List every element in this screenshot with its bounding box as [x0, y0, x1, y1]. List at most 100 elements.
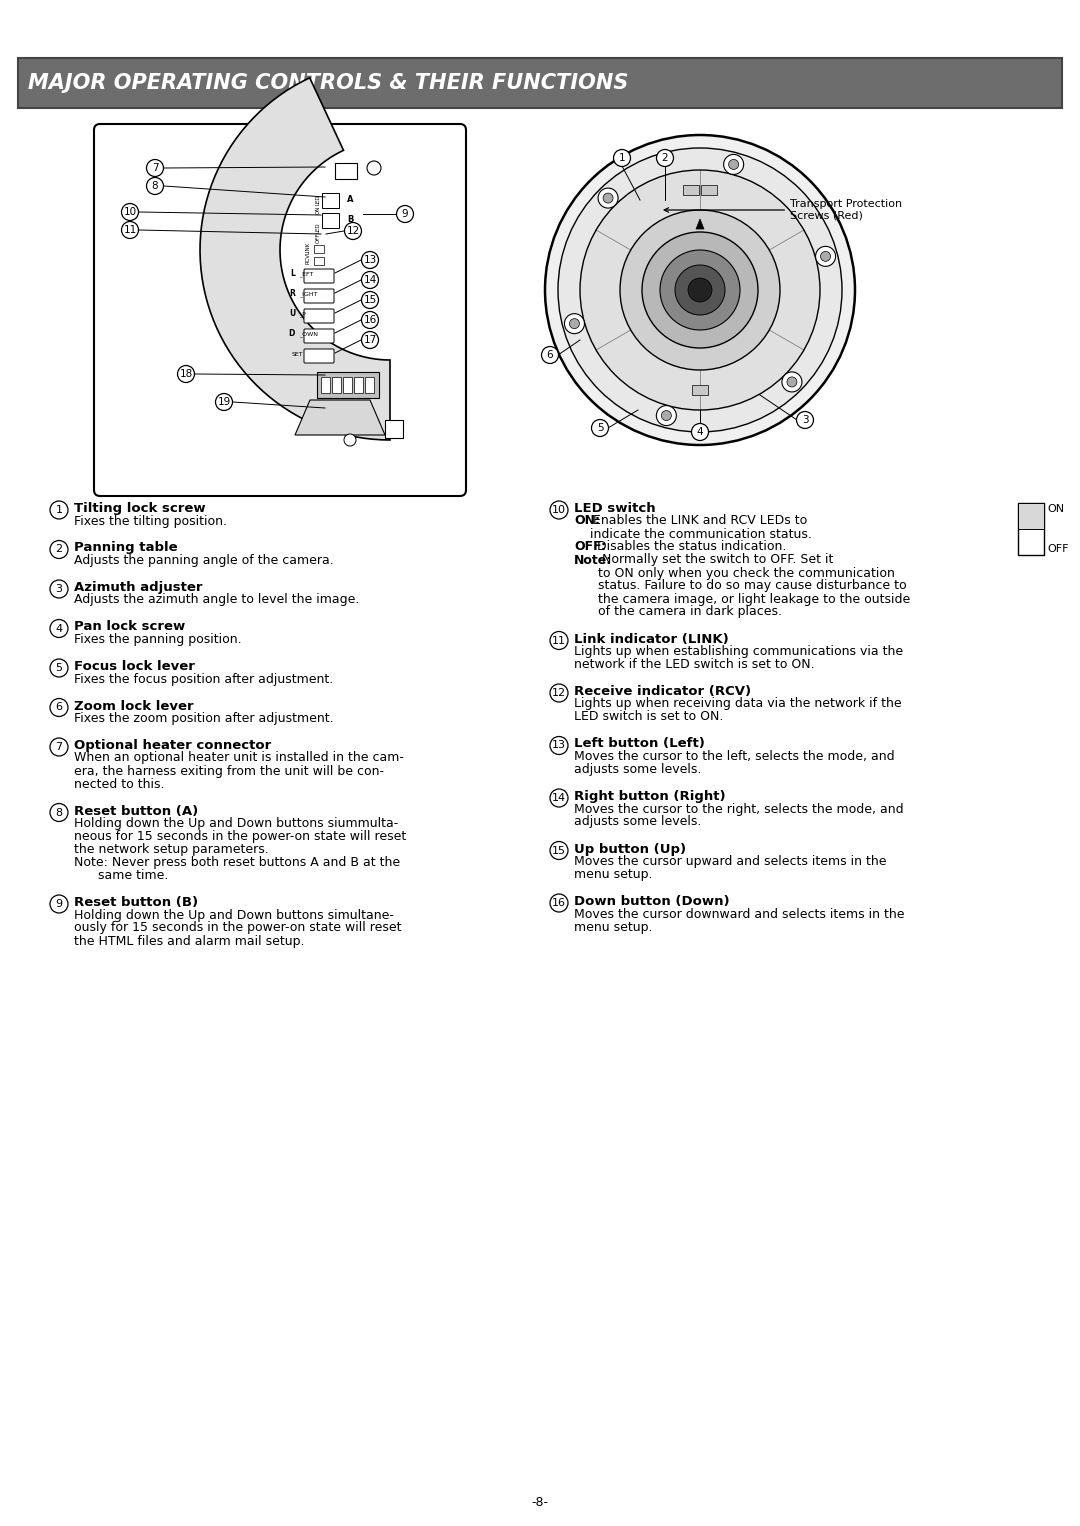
Text: Down button (Down): Down button (Down): [573, 896, 730, 908]
Text: 6: 6: [546, 349, 553, 360]
Circle shape: [50, 896, 68, 913]
Text: Focus lock lever: Focus lock lever: [75, 661, 194, 673]
Text: 7: 7: [55, 742, 63, 752]
FancyBboxPatch shape: [354, 377, 363, 394]
FancyBboxPatch shape: [18, 58, 1062, 108]
Text: Optional heater connector: Optional heater connector: [75, 739, 271, 752]
FancyBboxPatch shape: [365, 377, 374, 394]
Text: 2: 2: [662, 153, 669, 163]
Circle shape: [50, 659, 68, 678]
Circle shape: [177, 366, 194, 383]
Circle shape: [541, 346, 558, 363]
Text: Fixes the panning position.: Fixes the panning position.: [75, 633, 242, 645]
Text: 6: 6: [55, 702, 63, 713]
Circle shape: [661, 410, 672, 421]
Circle shape: [660, 250, 740, 330]
Text: _IGHT: _IGHT: [299, 291, 318, 298]
FancyBboxPatch shape: [303, 288, 334, 304]
Circle shape: [362, 331, 378, 348]
Text: 3: 3: [55, 584, 63, 594]
FancyBboxPatch shape: [1018, 504, 1044, 530]
Circle shape: [642, 232, 758, 348]
Circle shape: [50, 501, 68, 519]
Text: Fixes the zoom position after adjustment.: Fixes the zoom position after adjustment…: [75, 713, 334, 725]
Text: -8-: -8-: [531, 1495, 549, 1509]
FancyBboxPatch shape: [343, 377, 352, 394]
Text: Reset button (A): Reset button (A): [75, 804, 199, 818]
FancyBboxPatch shape: [322, 192, 338, 208]
Circle shape: [362, 291, 378, 308]
Text: 12: 12: [552, 688, 566, 697]
Circle shape: [367, 162, 381, 175]
Circle shape: [50, 620, 68, 638]
Text: Lights up when establishing communications via the: Lights up when establishing communicatio…: [573, 645, 903, 658]
Polygon shape: [295, 400, 384, 435]
Text: of the camera in dark places.: of the camera in dark places.: [573, 606, 782, 618]
Circle shape: [565, 314, 584, 334]
Text: 15: 15: [363, 295, 377, 305]
FancyBboxPatch shape: [303, 308, 334, 324]
Text: 13: 13: [363, 255, 377, 266]
Text: B: B: [347, 215, 353, 224]
Circle shape: [147, 160, 163, 177]
FancyBboxPatch shape: [94, 124, 465, 496]
Text: 10: 10: [552, 505, 566, 514]
Text: SET: SET: [292, 351, 302, 357]
Text: OFF: OFF: [315, 233, 321, 243]
Text: Transport Protection
Screws (Red): Transport Protection Screws (Red): [664, 200, 902, 221]
Circle shape: [550, 632, 568, 650]
Text: adjusts some levels.: adjusts some levels.: [573, 815, 701, 829]
Text: 4: 4: [697, 427, 703, 436]
Circle shape: [550, 501, 568, 519]
Text: 4: 4: [55, 624, 63, 633]
Text: LED: LED: [315, 195, 321, 206]
Text: 5: 5: [596, 423, 604, 433]
Text: indicate the communication status.: indicate the communication status.: [573, 528, 812, 540]
Text: 11: 11: [123, 224, 137, 235]
Circle shape: [787, 377, 797, 388]
Text: Note: Never press both reset buttons A and B at the: Note: Never press both reset buttons A a…: [75, 856, 400, 868]
Text: 10: 10: [123, 208, 136, 217]
Circle shape: [50, 580, 68, 598]
Text: R: R: [289, 290, 295, 299]
Text: Holding down the Up and Down buttons siummulta-: Holding down the Up and Down buttons siu…: [75, 816, 399, 830]
Circle shape: [345, 223, 362, 240]
Circle shape: [688, 278, 712, 302]
Text: adjusts some levels.: adjusts some levels.: [573, 763, 701, 777]
Text: Azimuth adjuster: Azimuth adjuster: [75, 581, 203, 594]
Text: _OWN: _OWN: [299, 331, 318, 337]
Text: 13: 13: [552, 740, 566, 751]
Text: same time.: same time.: [75, 868, 168, 882]
Circle shape: [396, 206, 414, 223]
Text: Moves the cursor downward and selects items in the: Moves the cursor downward and selects it…: [573, 908, 905, 920]
Text: Fixes the tilting position.: Fixes the tilting position.: [75, 514, 227, 528]
Text: L: L: [291, 270, 295, 279]
FancyBboxPatch shape: [314, 256, 324, 266]
Circle shape: [362, 272, 378, 288]
Text: 17: 17: [363, 336, 377, 345]
Text: 15: 15: [552, 845, 566, 856]
Text: Disables the status indication.: Disables the status indication.: [593, 540, 787, 554]
Text: 12: 12: [347, 226, 360, 237]
Circle shape: [50, 699, 68, 717]
Text: Fixes the focus position after adjustment.: Fixes the focus position after adjustmen…: [75, 673, 334, 685]
FancyBboxPatch shape: [684, 185, 699, 195]
FancyBboxPatch shape: [335, 163, 357, 179]
Text: When an optional heater unit is installed in the cam-: When an optional heater unit is installe…: [75, 751, 404, 765]
Text: menu setup.: menu setup.: [573, 920, 652, 934]
Text: OFF: OFF: [1047, 543, 1068, 554]
Text: RCV: RCV: [306, 252, 311, 264]
Text: ously for 15 seconds in the power-on state will reset: ously for 15 seconds in the power-on sta…: [75, 922, 402, 934]
Text: Normally set the switch to OFF. Set it: Normally set the switch to OFF. Set it: [598, 554, 834, 566]
Circle shape: [598, 188, 618, 208]
Text: to ON only when you check the communication: to ON only when you check the communicat…: [573, 566, 895, 580]
Circle shape: [815, 246, 836, 267]
FancyBboxPatch shape: [692, 385, 708, 395]
Circle shape: [613, 150, 631, 166]
Circle shape: [216, 394, 232, 410]
Text: ON: ON: [315, 206, 321, 214]
Circle shape: [345, 433, 356, 446]
Text: 8: 8: [55, 807, 63, 818]
Circle shape: [550, 737, 568, 754]
Text: Reset button (B): Reset button (B): [75, 896, 198, 909]
